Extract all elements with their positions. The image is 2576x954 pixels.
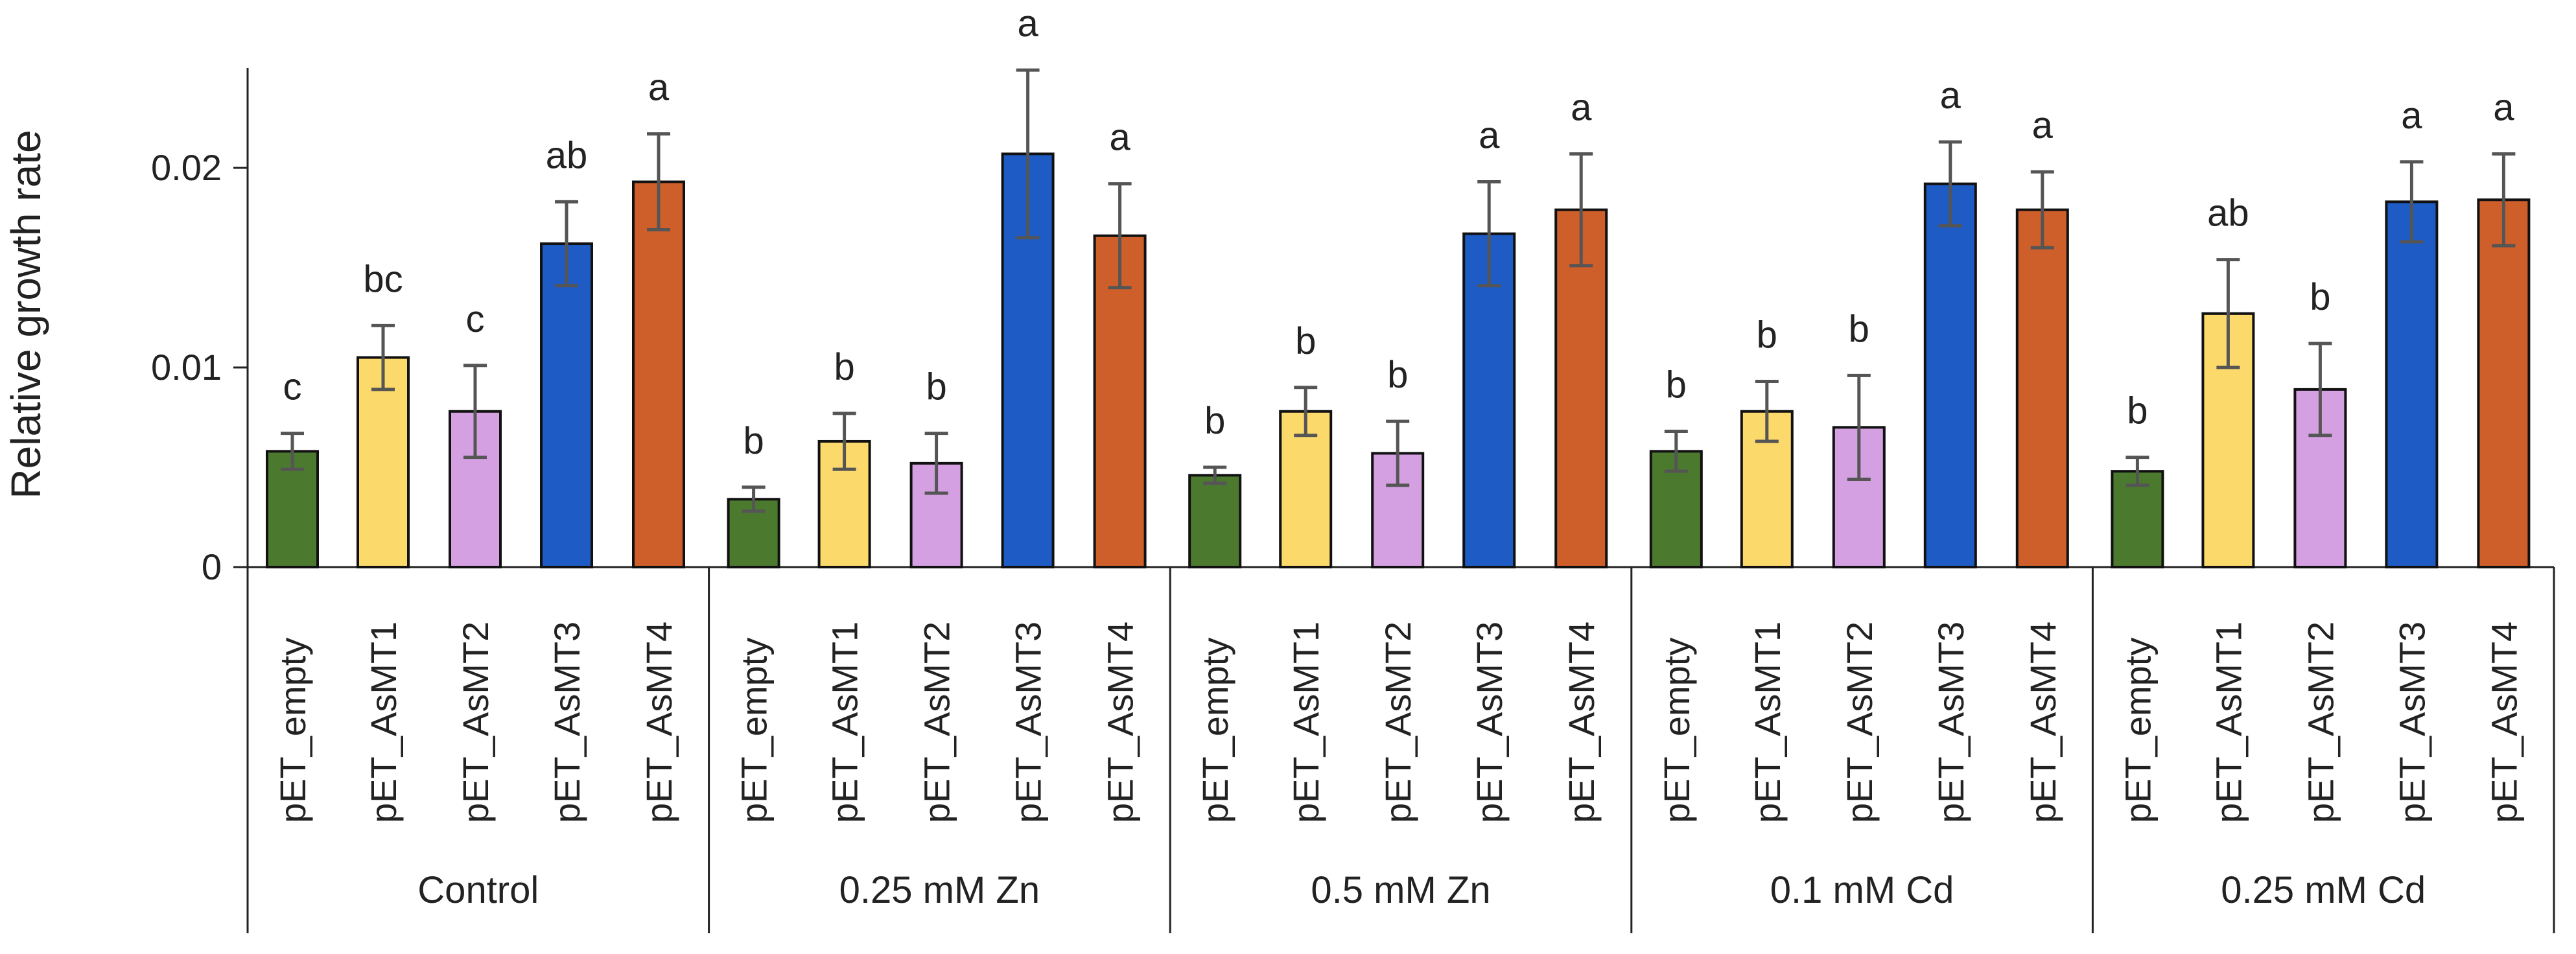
bar-pET_AsMT3 — [1462, 232, 1516, 568]
significance-letter: a — [1017, 3, 1038, 45]
category-label: pET_AsMT2 — [455, 622, 496, 823]
bar-pET_AsMT4 — [632, 180, 685, 568]
bar-pET_AsMT3 — [540, 242, 593, 568]
significance-letter: b — [834, 346, 854, 388]
group-label: 0.1 mM Cd — [1770, 869, 1954, 911]
category-label: pET_empty — [734, 638, 775, 823]
significance-letter: a — [1940, 75, 1961, 117]
bar-pET_empty — [1188, 474, 1242, 568]
significance-letter: bc — [363, 258, 403, 300]
category-label: pET_AsMT4 — [1561, 622, 1602, 823]
significance-letter: a — [648, 67, 670, 109]
category-label: pET_AsMT1 — [2208, 622, 2249, 823]
category-label: pET_AsMT4 — [2022, 622, 2063, 823]
category-label: pET_AsMT3 — [1008, 622, 1049, 823]
y-tick-label: 0.02 — [151, 147, 222, 188]
y-tick-label: 0.01 — [151, 347, 222, 388]
group-label: Control — [417, 869, 539, 911]
category-label: pET_AsMT1 — [1285, 622, 1326, 823]
significance-letter: a — [1479, 115, 1500, 157]
bar-pET_AsMT1 — [1279, 410, 1333, 569]
axes: 0 0.01 0.02 — [151, 68, 2555, 933]
bar-pET_AsMT3 — [2385, 200, 2439, 568]
bar-pET_AsMT4 — [2015, 208, 2069, 568]
category-label: pET_AsMT4 — [2483, 622, 2524, 823]
bars — [266, 68, 2531, 569]
group-label: 0.25 mM Zn — [839, 869, 1040, 911]
significance-letter: b — [926, 366, 946, 408]
category-label: pET_AsMT1 — [1747, 622, 1788, 823]
y-axis-label: Relative growth rate — [3, 130, 49, 498]
category-label: pET_AsMT2 — [917, 622, 957, 823]
y-tick-label: 0 — [202, 546, 222, 587]
significance-letter: c — [283, 366, 302, 408]
significance-letter: b — [1757, 314, 1777, 356]
category-label: pET_AsMT1 — [825, 622, 865, 823]
category-label: pET_AsMT3 — [546, 622, 587, 823]
bar-pET_empty — [2111, 470, 2164, 568]
bar-pET_AsMT3 — [1923, 182, 1977, 568]
significance-letter: b — [1666, 364, 1687, 406]
labels: cpET_emptybcpET_AsMT1cpET_AsMT2abpET_AsM… — [272, 3, 2524, 911]
bar-pET_AsMT4 — [1093, 234, 1147, 568]
significance-letter: b — [1204, 400, 1225, 442]
significance-letter: a — [2493, 86, 2514, 128]
category-label: pET_AsMT2 — [1377, 622, 1418, 823]
significance-letter: b — [1387, 354, 1408, 396]
significance-letter: a — [1109, 117, 1130, 159]
bar-pET_AsMT4 — [2477, 198, 2531, 568]
category-label: pET_AsMT4 — [1100, 622, 1141, 823]
bar-pET_AsMT1 — [357, 356, 410, 568]
significance-letter: ab — [2207, 192, 2249, 235]
significance-letter: ab — [546, 134, 588, 176]
category-label: pET_empty — [1656, 638, 1697, 823]
significance-letter: b — [743, 420, 764, 462]
significance-letter: b — [1295, 320, 1316, 362]
category-label: pET_AsMT1 — [363, 622, 404, 823]
significance-letter: b — [2127, 390, 2148, 432]
significance-letter: a — [2401, 95, 2422, 137]
significance-letter: b — [2310, 276, 2330, 318]
significance-letter: a — [1571, 86, 1592, 128]
category-label: pET_AsMT3 — [1469, 622, 1510, 823]
category-label: pET_AsMT2 — [1839, 622, 1880, 823]
group-label: 0.25 mM Cd — [2221, 869, 2426, 911]
significance-letter: a — [2032, 104, 2054, 146]
category-label: pET_empty — [272, 638, 313, 823]
category-label: pET_empty — [1195, 638, 1235, 823]
group-label: 0.5 mM Zn — [1311, 869, 1490, 911]
category-label: pET_empty — [2117, 638, 2158, 823]
significance-letter: c — [466, 298, 485, 340]
significance-letter: b — [1849, 308, 1869, 350]
category-label: pET_AsMT2 — [2300, 622, 2341, 823]
category-label: pET_AsMT3 — [1930, 622, 1971, 823]
category-label: pET_AsMT4 — [638, 622, 679, 823]
category-label: pET_AsMT3 — [2391, 622, 2432, 823]
